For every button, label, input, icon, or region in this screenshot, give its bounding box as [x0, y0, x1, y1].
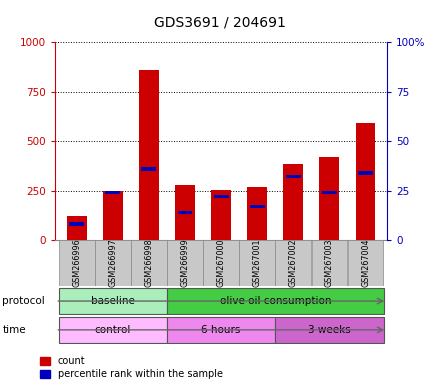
- Text: 3 weeks: 3 weeks: [308, 325, 351, 335]
- Bar: [275, 316, 384, 343]
- Bar: [141, 167, 156, 170]
- Text: GSM267000: GSM267000: [216, 239, 226, 287]
- Text: GSM267003: GSM267003: [325, 239, 334, 287]
- Text: GDS3691 / 204691: GDS3691 / 204691: [154, 15, 286, 29]
- Bar: [167, 316, 275, 343]
- Bar: [175, 185, 195, 240]
- Text: GSM266998: GSM266998: [144, 239, 154, 287]
- Bar: [167, 288, 384, 314]
- Bar: [139, 70, 159, 240]
- Bar: [131, 240, 167, 286]
- Text: control: control: [95, 325, 131, 335]
- Text: GSM266997: GSM266997: [108, 239, 117, 287]
- Bar: [319, 157, 339, 240]
- Bar: [67, 216, 87, 240]
- Text: time: time: [2, 325, 26, 335]
- Bar: [59, 316, 167, 343]
- Bar: [358, 171, 373, 175]
- Bar: [283, 164, 303, 240]
- Bar: [59, 288, 167, 314]
- Text: 6 hours: 6 hours: [202, 325, 241, 335]
- Bar: [105, 191, 120, 194]
- Bar: [203, 240, 239, 286]
- Text: protocol: protocol: [2, 296, 45, 306]
- Text: GSM267001: GSM267001: [253, 239, 262, 287]
- Text: GSM266999: GSM266999: [180, 239, 190, 287]
- Bar: [103, 191, 123, 240]
- Text: GSM267002: GSM267002: [289, 239, 298, 287]
- Bar: [95, 240, 131, 286]
- Text: GSM266996: GSM266996: [72, 239, 81, 287]
- Bar: [59, 240, 95, 286]
- Bar: [286, 175, 301, 179]
- Text: baseline: baseline: [91, 296, 135, 306]
- Bar: [211, 190, 231, 240]
- Bar: [69, 222, 84, 226]
- Legend: count, percentile rank within the sample: count, percentile rank within the sample: [40, 356, 223, 379]
- Bar: [322, 191, 337, 194]
- Bar: [312, 240, 347, 286]
- Bar: [214, 195, 228, 198]
- Bar: [247, 187, 267, 240]
- Bar: [275, 240, 311, 286]
- Bar: [356, 123, 375, 240]
- Text: GSM267004: GSM267004: [361, 239, 370, 287]
- Bar: [250, 205, 264, 208]
- Bar: [178, 210, 192, 214]
- Bar: [348, 240, 383, 286]
- Text: olive oil consumption: olive oil consumption: [220, 296, 331, 306]
- Bar: [239, 240, 275, 286]
- Bar: [167, 240, 203, 286]
